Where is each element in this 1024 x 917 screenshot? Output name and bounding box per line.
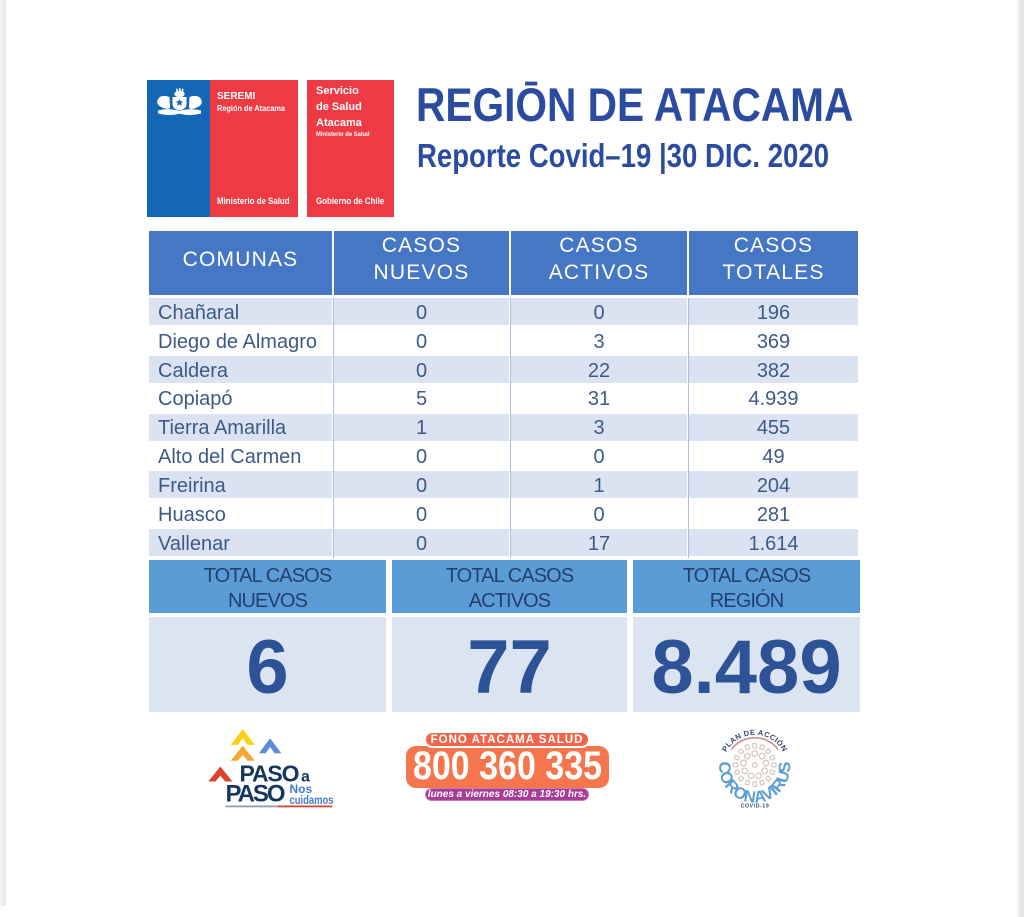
svg-text:a: a [301, 769, 310, 786]
svg-text:PLAN DE ACCIÓN: PLAN DE ACCIÓN [720, 728, 789, 753]
svg-text:cuidamos: cuidamos [290, 793, 334, 807]
svg-text:PASO: PASO [226, 781, 286, 808]
svg-text:CORONAVIRUS: CORONAVIRUS [715, 761, 794, 806]
svg-text:COVID-19: COVID-19 [741, 804, 770, 810]
svg-text:Nos: Nos [290, 782, 313, 796]
svg-text:PASO: PASO [240, 761, 300, 787]
